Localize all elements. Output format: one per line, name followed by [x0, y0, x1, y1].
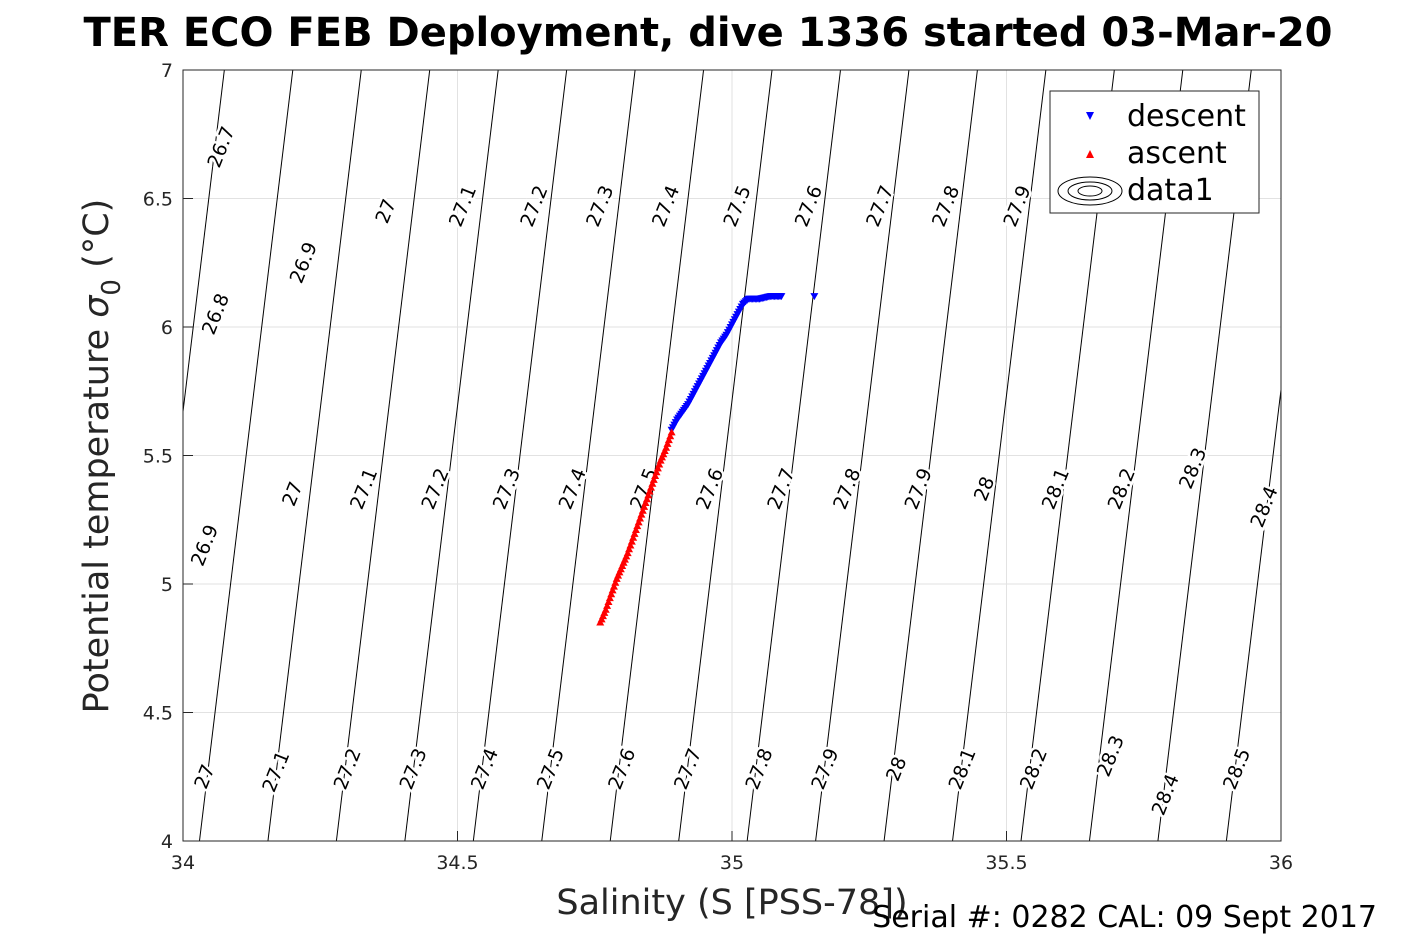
- ascent-point: [603, 601, 612, 609]
- ascent-point: [605, 594, 614, 602]
- y-axis-ticks: 4 4.5 5 5.5 6 6.5 7: [143, 60, 193, 853]
- ascent-point: [609, 582, 618, 590]
- y-axis-label-subscript: 0: [97, 279, 127, 296]
- ascent-point: [629, 533, 638, 541]
- x-axis-ticks: 34 34.5 35 35.5 36: [171, 831, 1293, 874]
- x-tick-label: 35.5: [985, 852, 1027, 874]
- ascent-point: [652, 468, 661, 476]
- density-contour-line: [952, 70, 1047, 841]
- y-tick-label: 7: [161, 60, 173, 82]
- ascent-series: [596, 428, 676, 626]
- y-tick-label: 4: [161, 831, 173, 853]
- ascent-point: [637, 510, 646, 518]
- ascent-point: [634, 518, 643, 526]
- density-contour-line: [198, 70, 294, 841]
- density-contour-line: [472, 70, 568, 841]
- ascent-point: [631, 526, 640, 534]
- legend-ascent-label: ascent: [1127, 136, 1227, 171]
- x-tick-label: 34.5: [436, 852, 478, 874]
- ascent-point: [642, 495, 651, 503]
- x-tick-label: 35: [720, 852, 744, 874]
- density-contour-line: [183, 70, 225, 416]
- ascent-point: [611, 578, 620, 586]
- density-contour-line: [746, 70, 841, 841]
- descent-point: [810, 293, 819, 301]
- x-tick-label: 36: [1269, 852, 1293, 874]
- ascent-point: [647, 483, 656, 491]
- density-contour-line: [609, 70, 705, 841]
- ascent-point: [641, 499, 650, 507]
- chart-title: TER ECO FEB Deployment, dive 1336 starte…: [83, 10, 1332, 56]
- ascent-point: [649, 475, 658, 483]
- y-tick-label: 6.5: [143, 189, 173, 211]
- data-series: [596, 293, 819, 626]
- ascent-point: [664, 436, 673, 444]
- y-axis-label: Potential temperature σ0 (°C): [77, 199, 127, 714]
- ascent-point: [662, 443, 671, 451]
- ascent-point: [645, 487, 654, 495]
- ascent-point: [651, 472, 660, 480]
- ascent-point: [633, 522, 642, 530]
- legend-descent-marker: [1086, 112, 1094, 120]
- density-contour-line: [1225, 385, 1281, 841]
- grid-lines: [183, 70, 1281, 841]
- legend: descent ascent data1: [1049, 90, 1260, 214]
- y-axis-label-main: Potential temperature: [77, 318, 117, 714]
- ascent-point: [604, 597, 613, 605]
- ascent-point: [638, 506, 647, 514]
- ascent-point: [627, 537, 636, 545]
- ascent-point: [607, 590, 616, 598]
- ascent-point: [663, 439, 672, 447]
- ascent-point: [655, 460, 664, 468]
- calibration-footer: Serial #: 0282 CAL: 09 Sept 2017: [872, 900, 1377, 935]
- density-contour-line: [335, 70, 431, 841]
- ascent-point: [608, 586, 617, 594]
- y-axis-label-unit: (°C): [77, 199, 117, 279]
- legend-data1-label: data1: [1127, 173, 1214, 208]
- legend-box: [1049, 90, 1260, 214]
- y-tick-label: 5: [161, 574, 173, 596]
- ascent-point: [666, 432, 675, 440]
- legend-contour-icon: [1057, 176, 1123, 206]
- ascent-point: [630, 529, 639, 537]
- ascent-point: [644, 491, 653, 499]
- density-contour-line: [678, 70, 773, 841]
- y-tick-label: 4.5: [143, 703, 173, 725]
- ascent-point: [667, 428, 676, 436]
- ascent-point: [625, 545, 634, 553]
- x-tick-label: 34: [171, 852, 195, 874]
- ascent-point: [623, 549, 632, 557]
- ascent-point: [653, 464, 662, 472]
- density-contour-line: [815, 70, 910, 841]
- ascent-point: [626, 541, 635, 549]
- density-contour-line: [267, 70, 362, 841]
- descent-series: [667, 293, 819, 434]
- y-tick-label: 6: [161, 317, 173, 339]
- legend-ascent-marker: [1086, 150, 1094, 158]
- y-tick-label: 5.5: [143, 446, 173, 468]
- ascent-point: [636, 514, 645, 522]
- ascent-point: [640, 502, 649, 510]
- density-contour-line: [541, 70, 636, 841]
- descent-point: [777, 293, 786, 301]
- density-contour-line: [883, 70, 978, 841]
- density-contour-line: [404, 70, 499, 841]
- legend-descent-label: descent: [1127, 99, 1246, 134]
- ascent-point: [601, 605, 610, 613]
- y-axis-label-sigma: σ: [77, 294, 117, 318]
- ascent-point: [648, 479, 657, 487]
- x-axis-label: Salinity (S [PSS-78]): [556, 883, 907, 923]
